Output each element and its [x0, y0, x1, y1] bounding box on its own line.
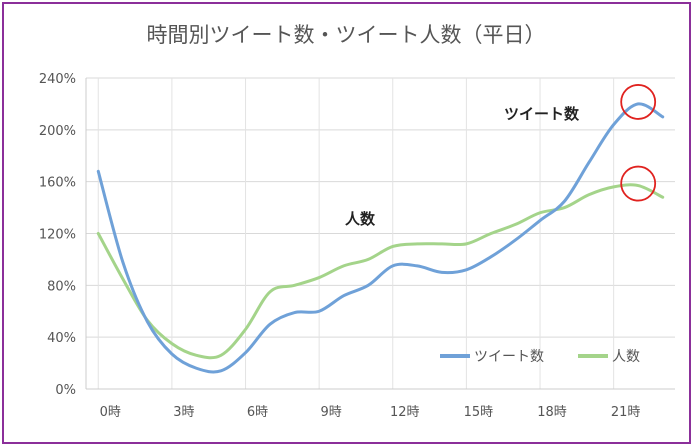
series-line-1	[96, 183, 665, 360]
y-tick-label: 40%	[47, 331, 76, 346]
annotation-people: 人数	[345, 210, 376, 228]
x-tick-label: 15時	[464, 405, 494, 420]
highlights	[620, 84, 657, 202]
series-line-0	[96, 102, 665, 374]
x-tick-label: 12時	[390, 405, 420, 420]
legend-label-tweet-count: ツイート数	[474, 349, 544, 365]
x-tick-label: 9時	[321, 405, 342, 420]
x-tick-label: 3時	[173, 405, 194, 420]
y-tick-label: 0%	[55, 383, 76, 398]
highlight-circle-1	[620, 165, 657, 202]
x-tick-label: 0時	[100, 405, 121, 420]
series-lines	[96, 102, 665, 374]
chart-title: 時間別ツイート数・ツイート人数（平日）	[147, 23, 546, 47]
legend: ツイート数 人数	[440, 349, 640, 365]
legend-label-people: 人数	[612, 349, 640, 365]
y-tick-label: 80%	[47, 279, 76, 294]
y-tick-label: 160%	[39, 176, 76, 191]
x-tick-label: 6時	[247, 405, 268, 420]
highlight-circle-0	[620, 84, 657, 120]
x-tick-label: 18時	[537, 405, 567, 420]
y-tick-label: 240%	[39, 72, 76, 87]
annotation-tweet-count: ツイート数	[504, 105, 580, 123]
y-axis: 0% 40% 80% 120% 160% 200% 240%	[39, 72, 87, 398]
grid	[86, 77, 675, 390]
x-tick-label: 21時	[611, 405, 641, 420]
y-tick-label: 200%	[39, 124, 76, 139]
y-tick-label: 120%	[39, 228, 76, 243]
x-axis: 0時 3時 6時 9時 12時 15時 18時 21時	[86, 388, 675, 420]
